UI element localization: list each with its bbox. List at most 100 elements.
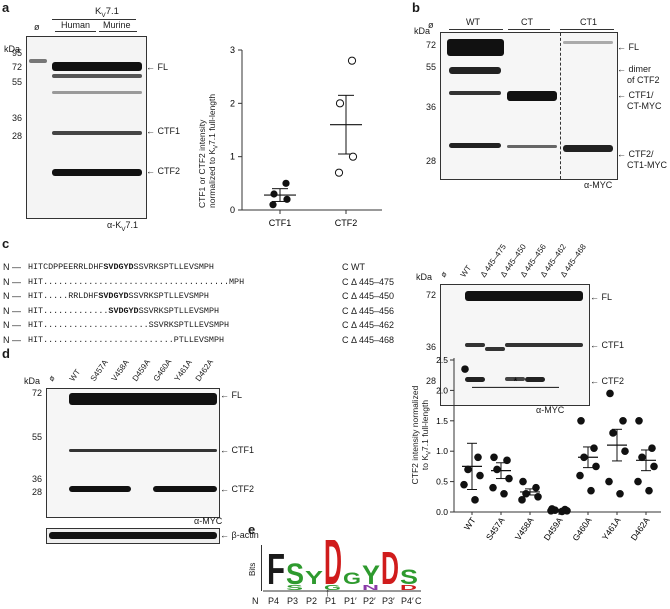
data-point [347,56,357,65]
panel-b-lane-null: ø [428,20,434,30]
logo-letter-s: S [286,558,304,591]
wt-line [449,29,503,30]
panel-e-ylabel: Bits [248,556,258,580]
ylabel-line2: normalized to KV7.1 full-length [207,94,222,208]
panel-b-group-ct: CT [521,17,533,27]
panel-b-kda: kDa [414,26,431,36]
data-point [460,480,468,489]
ylabel-sub: V [213,144,220,149]
data-point [576,471,584,480]
b-ctf2-text: CTF2/ [628,149,654,159]
panel-b-marker-72: 72 [425,40,436,50]
panel-d-actin-blot [46,528,220,544]
panel-d-label-actin: ← β-actin [220,530,259,540]
lane-label: ø [438,269,449,279]
data-point [648,444,656,452]
ctf2-text: CTF2 [157,166,181,176]
seq-n-terminus: N — [3,262,21,272]
y-tick-label: 0.5 [436,477,448,487]
y-tick-label: 1.0 [436,446,448,456]
b-band-ct1 [563,145,613,152]
data-point [634,477,642,486]
panel-b-group-wt: WT [466,17,480,27]
data-point [558,507,566,516]
b-band-ct1-fl [563,41,613,44]
panel-d-label: d [2,346,10,361]
kv-sub: V [101,11,106,19]
panel-e-axis [261,545,262,591]
panel-b-group-ct1: CT1 [580,17,598,27]
data-point [490,453,498,462]
y-tick-label: 2 [230,98,235,108]
band-fl2 [52,74,142,78]
x-tick-label: G460A [570,515,594,543]
logo-letter-s: S [286,585,304,592]
panel-a-kda: kDa [4,44,21,54]
panel-e-label: e [248,522,256,537]
data-point [522,489,530,498]
panel-a-header-human: Human [61,20,91,30]
seq-motif: SVDGYD [98,291,129,301]
panel-a-label-fl: ← FL [146,62,169,72]
panel-e-c: C [415,596,422,606]
x-tick-label: CTF2 [335,218,358,228]
d-band-ctf1 [69,449,217,452]
panel-a-blot [26,36,147,219]
actin-band [49,532,217,539]
y-tick-label: 0 [230,205,235,215]
seq-motif: SVDGYD [108,305,139,316]
seq-motif: SVDGYD [103,262,134,272]
logo-letter-f: F [267,546,285,592]
panel-e-n: N [252,596,259,606]
logo-letter-y: Y [305,568,324,589]
panel-c-marker-28: 28 [425,376,436,386]
lane-label: V458A [109,358,131,383]
panel-a-ylabel: CTF1 or CTF2 intensity normalized to KV7… [197,52,220,208]
panel-a-marker-95: 95 [11,48,22,58]
panel-b-label-ctf2: ← CTF2/CT1-MYC [617,149,667,170]
seq-pre: HIT............. [28,305,109,316]
lane-label: ø [46,373,57,383]
data-point [461,365,469,373]
ct-line [508,29,550,30]
lane-label: WT [458,263,474,279]
seq-post: SSVRKSPTLLEVSMPH [128,291,209,301]
panel-b-label-ctf1: ← CTF1/CT-MYC [617,90,662,111]
ab-text: α-K [107,220,122,230]
data-point [464,465,472,474]
panel-d-marker-28: 28 [31,487,42,497]
seq-n-terminus: N — [3,291,21,301]
c-ctf1-text: CTF1 [601,340,625,350]
c-band-ctf1-rest [505,343,583,347]
panel-a-header-murine: Murine [103,20,131,30]
seq-pre: HIT.....................................… [28,276,245,287]
b-band-ctf2-wt [449,143,501,148]
panel-b-marker-28: 28 [425,156,436,166]
data-point [334,168,344,177]
data-point [547,506,555,515]
d-band-ctf2-a [69,486,131,492]
data-point [577,417,585,425]
seq-n-terminus: N — [3,276,21,287]
position-label: P3′ [382,596,395,606]
sequence-row: HIT.............SVDGYDSSVRKSPTLLEVSMPH [28,306,219,316]
panel-d-label-ctf1: ← CTF1 [220,445,255,455]
x-tick-label: S457A [484,515,507,542]
lane-label: S457A [88,358,110,383]
b-ofctf2-text: of CTF2 [627,75,660,85]
data-point [619,417,627,425]
data-point [269,201,277,209]
panel-d-marker-55: 55 [31,432,42,442]
y-tick-label: 1 [230,152,235,162]
seq-n-terminus: N — [3,320,21,330]
cleavage-arrow-icon: ↑ [325,587,331,599]
panel-c-marker-36: 36 [425,342,436,352]
panel-a-marker-72: 72 [11,62,22,72]
data-point [621,447,629,455]
seq-construct-label: C WT [342,262,365,272]
position-label: P1′ [344,596,357,606]
d-band-fl [69,393,217,405]
logo-letter-d: D [381,542,399,592]
data-point [580,453,588,462]
data-point [650,462,658,471]
